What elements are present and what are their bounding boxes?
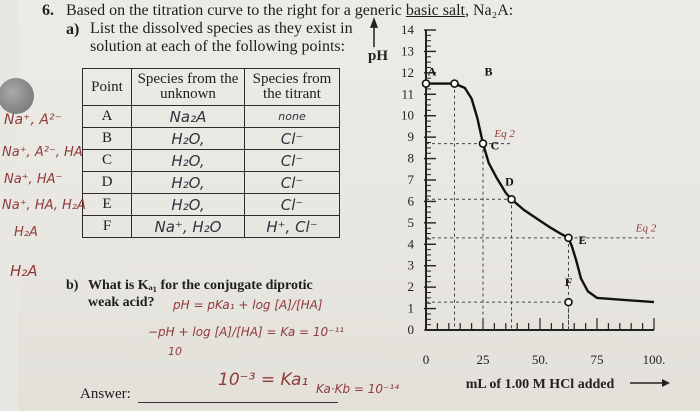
handwritten-eq2-e: Eq 2 xyxy=(635,222,657,234)
part-b-line1: What is Kₐ₁ for the conjugate diprotic xyxy=(88,278,313,293)
y-tick-label: 13 xyxy=(401,43,414,58)
y-tick-label: 11 xyxy=(401,86,414,101)
margin-note: Na⁺, A²⁻, HA xyxy=(2,145,83,160)
handwritten-answer: 10⁻³ = Ka₁ xyxy=(218,370,309,390)
point-label-d: D xyxy=(505,174,514,188)
y-tick-label: 5 xyxy=(408,215,415,230)
y-tick-label: 14 xyxy=(401,22,415,37)
margin-note: Na⁺, A²⁻ xyxy=(4,112,62,128)
species-table: Point Species from the unknown Species f… xyxy=(82,68,340,238)
chart-points: A B C D E F Eq 2 Eq 2 xyxy=(421,65,657,307)
x-tick-label: 75 xyxy=(591,352,604,367)
binder-hole xyxy=(0,78,34,114)
handwritten-answer-2: Ka·Kb = 10⁻¹⁴ xyxy=(316,382,400,396)
part-b-line2: weak acid? xyxy=(88,295,155,310)
point-label-f: F xyxy=(565,275,572,289)
unknown-cell: H₂O, xyxy=(131,127,245,150)
x-axis-label: mL of 1.00 M HCl added xyxy=(466,377,615,392)
handwritten-pka-line2: −pH + log [A]/[HA] = Ka = 10⁻¹¹ xyxy=(148,325,345,339)
titrant-cell: Cl⁻ xyxy=(244,127,340,150)
y-tick-label: 1 xyxy=(408,301,415,316)
data-point-e xyxy=(564,233,573,243)
table-row: D H₂O, Cl⁻ xyxy=(82,171,340,194)
prompt-formula: , Na₂A: xyxy=(464,2,514,19)
chart-guides xyxy=(426,83,654,330)
titration-curve-line xyxy=(426,82,655,304)
x-axis-arrowhead xyxy=(662,379,670,387)
y-tick-label: 9 xyxy=(408,129,415,144)
prompt-underlined: basic salt xyxy=(405,2,465,19)
data-point-c xyxy=(478,139,488,148)
answer-line xyxy=(138,402,338,403)
y-tick-label: 12 xyxy=(401,65,414,80)
y-tick-label: 2 xyxy=(408,279,415,294)
y-axis-label: pH xyxy=(368,48,388,64)
y-axis-arrowhead xyxy=(370,17,378,28)
y-tick-label: 8 xyxy=(408,151,415,166)
data-point-f xyxy=(564,297,573,307)
handwritten-pka-line1: pH = pKa₁ + log [A]/[HA] xyxy=(173,298,323,312)
header-point: Point xyxy=(82,68,132,106)
part-a-label: a) xyxy=(66,21,80,38)
x-tick-label: 0 xyxy=(423,352,430,367)
point-label-a: A xyxy=(428,65,437,79)
x-tick-label: 50. xyxy=(532,352,548,367)
point-label-b: B xyxy=(484,65,492,79)
part-b-label: b) xyxy=(66,278,79,293)
chart-curve xyxy=(426,82,655,304)
data-point-b xyxy=(450,79,459,88)
question-prompt: Based on the titration curve to the righ… xyxy=(66,2,513,20)
margin-note: Na⁺, HA, H₂A xyxy=(2,198,86,213)
handwritten-eq2-c: Eq 2 xyxy=(493,128,515,140)
point-label-e: E xyxy=(578,233,586,247)
point-label-c: C xyxy=(491,139,500,153)
part-a-line2: solution at each of the following points… xyxy=(90,38,346,55)
y-tick-label: 7 xyxy=(408,172,415,187)
y-tick-label: 0 xyxy=(408,322,415,337)
prompt-start: Based on the titration curve to the righ… xyxy=(66,2,406,19)
question-number: 6. xyxy=(42,2,54,19)
table-row: B H₂O, Cl⁻ xyxy=(82,127,340,150)
x-tick-label: 25 xyxy=(477,352,490,367)
header-titrant: Species from the titrant xyxy=(244,68,340,106)
answer-label: Answer: xyxy=(80,386,131,402)
part-a-line1: List the dissolved species as they exist… xyxy=(90,20,353,37)
y-tick-label: 4 xyxy=(408,236,415,251)
table-row: F Na⁺, H₂O H⁺, Cl⁻ xyxy=(82,215,340,238)
y-tick-label: 6 xyxy=(408,193,415,208)
margin-note: H₂A xyxy=(14,225,38,240)
data-point-d xyxy=(507,194,516,204)
margin-note: Na⁺, HA⁻ xyxy=(4,172,63,187)
margin-note: H₂A xyxy=(10,262,38,280)
handwritten-ten: 10 xyxy=(168,345,182,358)
header-unknown: Species from the unknown xyxy=(131,68,245,106)
y-tick-label: 3 xyxy=(408,258,415,273)
x-tick-label: 100. xyxy=(643,352,666,367)
y-tick-label: 10 xyxy=(401,108,414,123)
titrant-cell: H⁺, Cl⁻ xyxy=(244,215,340,238)
data-point-a xyxy=(421,79,431,88)
point-cell: F xyxy=(82,215,132,238)
